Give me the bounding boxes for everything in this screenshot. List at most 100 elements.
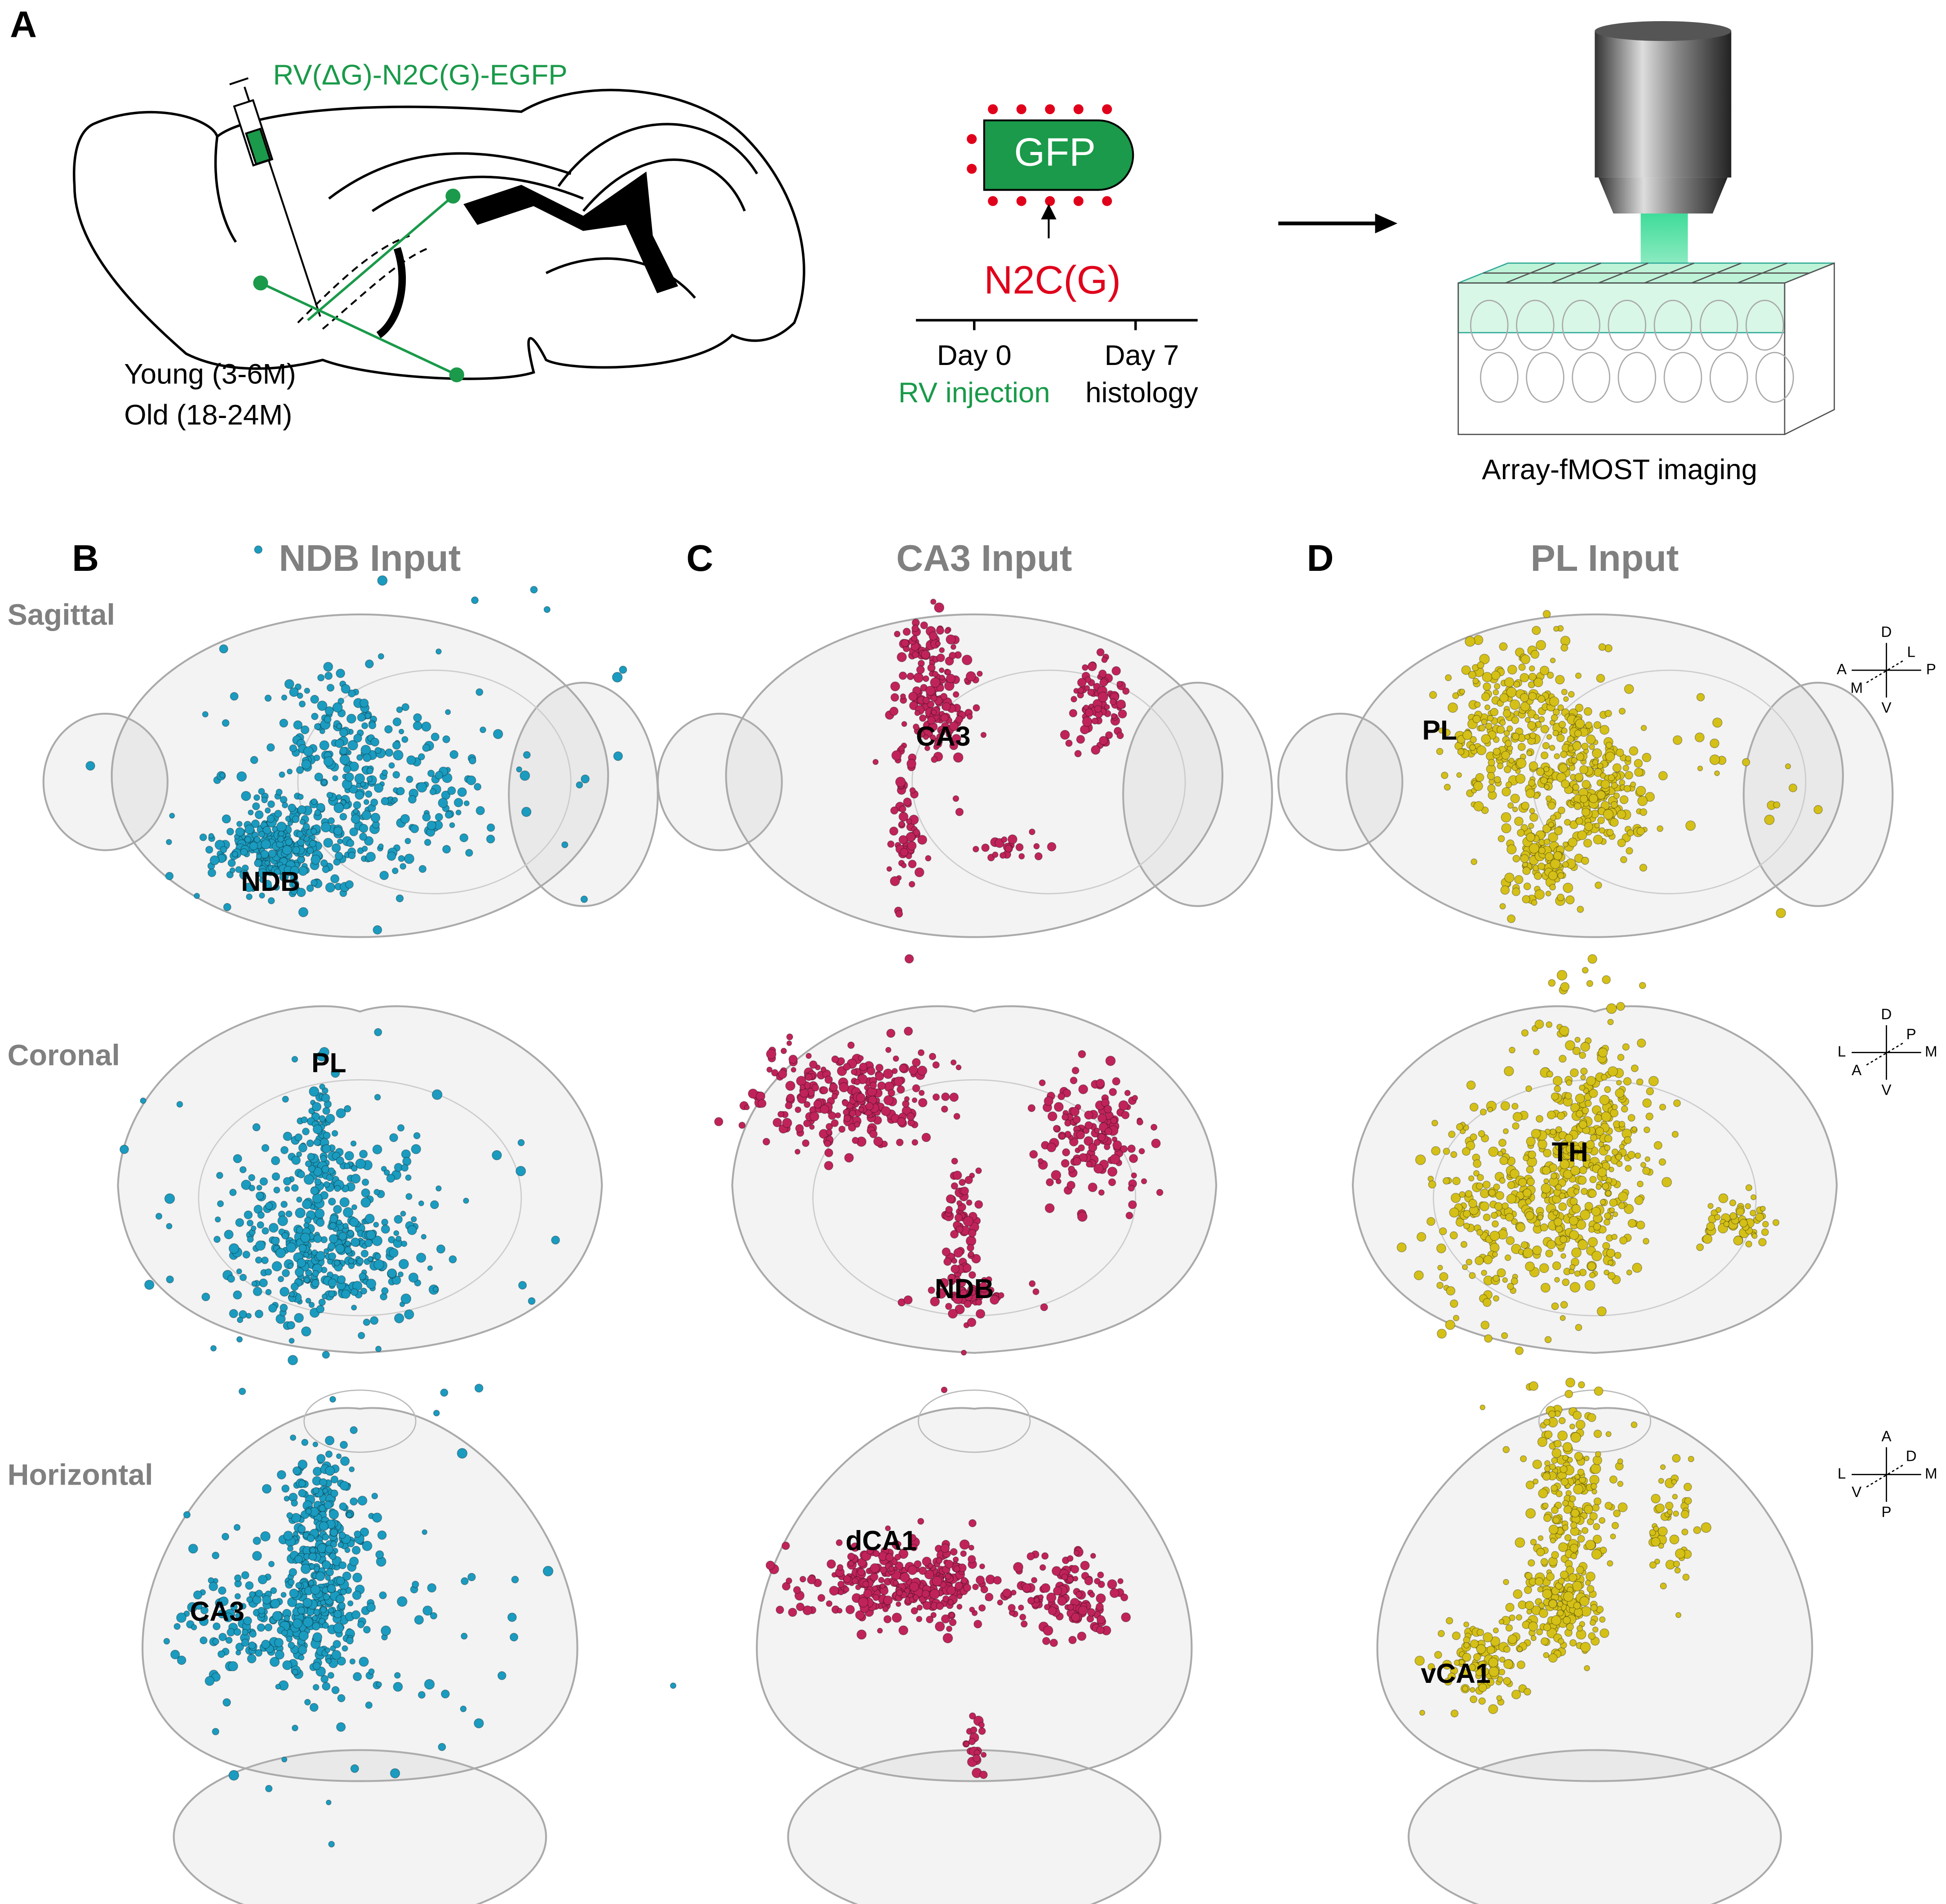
neuron <box>936 1602 944 1610</box>
region-label: PL <box>311 1047 347 1078</box>
neuron <box>1077 687 1084 694</box>
neuron <box>260 850 269 859</box>
neuron <box>998 1292 1004 1299</box>
neuron <box>322 1533 329 1541</box>
neuron <box>323 1593 330 1601</box>
axis-label: M <box>1925 1465 1937 1482</box>
neuron <box>898 745 905 752</box>
neuron <box>361 810 372 820</box>
neuron <box>1546 1071 1554 1078</box>
neuron <box>1583 839 1592 848</box>
neuron <box>356 1257 364 1265</box>
neuron <box>900 848 909 857</box>
neuron <box>314 1208 325 1219</box>
neuron <box>893 1580 899 1586</box>
neuron <box>1484 704 1491 711</box>
neuron <box>298 1631 309 1641</box>
glycoprotein-dot <box>988 196 998 206</box>
neuron <box>1696 693 1705 702</box>
neuron <box>397 1271 404 1277</box>
view-label: Horizontal <box>8 1459 153 1492</box>
neuron <box>926 1615 934 1624</box>
neuron <box>360 698 369 708</box>
neuron <box>1587 1237 1598 1247</box>
neuron <box>1584 1504 1593 1514</box>
neuron <box>1577 830 1587 841</box>
neuron <box>1619 795 1629 804</box>
neuron <box>1714 770 1720 776</box>
neuron <box>1528 1150 1536 1159</box>
neuron <box>427 820 436 830</box>
neuron <box>670 1682 676 1689</box>
neuron <box>1507 664 1517 675</box>
neuron <box>795 1148 801 1155</box>
neuron <box>961 1349 967 1356</box>
neuron <box>204 1676 215 1686</box>
neuron <box>955 808 964 816</box>
neuron <box>1089 1592 1095 1598</box>
neuron <box>1602 975 1611 984</box>
neuron <box>323 1248 329 1254</box>
neuron <box>1096 1593 1106 1604</box>
neuron <box>1507 802 1514 809</box>
neuron <box>345 880 354 889</box>
neuron <box>1631 1126 1637 1132</box>
olfactory-bulb <box>42 712 169 851</box>
neuron <box>239 870 249 880</box>
neuron <box>321 779 328 786</box>
neuron <box>1529 732 1537 739</box>
neuron <box>1552 730 1559 737</box>
neuron <box>308 1580 314 1586</box>
neuron <box>1627 1151 1635 1159</box>
neuron <box>1029 1280 1036 1287</box>
neuron <box>390 1768 400 1779</box>
neuron <box>857 1055 864 1061</box>
neuron <box>230 692 239 701</box>
neuron <box>1084 1576 1093 1586</box>
neuron <box>1658 1478 1664 1484</box>
olfactory-bulb <box>303 1389 417 1453</box>
neuron <box>338 1531 346 1539</box>
neuron <box>1469 1103 1479 1112</box>
neuron <box>240 1603 247 1610</box>
neuron <box>246 893 253 900</box>
neuron <box>1618 1121 1626 1128</box>
neuron <box>829 1083 838 1092</box>
neuron <box>1610 818 1619 827</box>
neuron <box>895 776 906 787</box>
neuron <box>1554 753 1560 760</box>
neuron <box>1087 662 1097 672</box>
neuron <box>317 674 325 681</box>
neuron <box>1511 1103 1519 1110</box>
neuron <box>335 739 344 748</box>
neuron <box>378 653 384 660</box>
neuron <box>1672 1494 1678 1499</box>
neuron <box>1494 1202 1503 1211</box>
neuron <box>1546 1240 1556 1250</box>
neuron <box>1445 674 1452 681</box>
neuron <box>270 1587 277 1594</box>
neuron <box>1584 1280 1595 1291</box>
neuron <box>897 652 907 663</box>
neuron <box>1579 1084 1586 1091</box>
neuron <box>1431 1146 1441 1156</box>
neuron <box>353 801 361 810</box>
neuron <box>1078 1084 1089 1094</box>
neuron <box>883 1068 893 1079</box>
neuron <box>274 868 281 876</box>
neuron <box>1573 1188 1580 1195</box>
neuron <box>351 1237 360 1247</box>
neuron <box>325 1658 332 1664</box>
neuron <box>1558 1202 1567 1211</box>
glycoprotein-dot <box>1016 104 1026 115</box>
neuron <box>1533 1478 1539 1485</box>
neuron <box>392 796 398 803</box>
neuron <box>1592 748 1602 759</box>
neuron <box>336 1108 346 1118</box>
neuron <box>1569 1230 1579 1240</box>
neuron <box>258 1575 268 1584</box>
neuron <box>1557 704 1564 711</box>
neuron <box>282 802 289 809</box>
neuron <box>1595 881 1602 889</box>
neuron <box>319 728 325 734</box>
